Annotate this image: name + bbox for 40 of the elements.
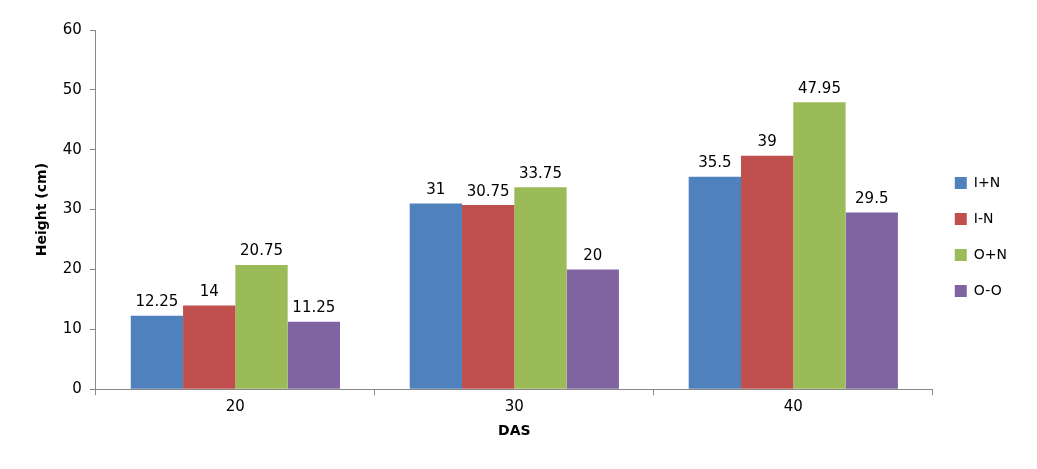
bar	[183, 305, 236, 389]
data-label: 12.25	[135, 292, 179, 311]
legend-label: O-O	[973, 281, 1002, 298]
bar	[793, 102, 846, 389]
data-label: 20	[583, 245, 603, 264]
x-axis-title: DAS	[498, 422, 531, 439]
data-label: 29.5	[855, 188, 889, 207]
y-tick-label: 50	[62, 79, 82, 98]
data-label: 14	[199, 281, 219, 300]
y-axis-title: Height (cm)	[33, 162, 50, 257]
x-tick-label: 30	[504, 397, 524, 416]
bar	[845, 212, 898, 389]
bar	[462, 205, 515, 389]
bar	[287, 321, 340, 389]
bar	[514, 187, 567, 389]
data-label: 35.5	[698, 153, 732, 172]
data-label: 31	[426, 180, 446, 198]
y-tick-label: 60	[62, 19, 82, 38]
x-tick-label: 20	[225, 397, 245, 416]
legend-label: I-N	[973, 209, 994, 226]
data-label: 20.75	[240, 241, 283, 260]
y-tick-label: 20	[62, 259, 82, 278]
y-tick-label: 0	[72, 379, 82, 398]
data-label: 33.75	[519, 163, 562, 182]
bar	[235, 264, 288, 389]
bar	[740, 155, 794, 389]
data-label: 39	[757, 132, 777, 151]
data-label: 30.75	[466, 181, 510, 200]
y-tick-label: 40	[62, 139, 82, 158]
data-label: 11.25	[292, 298, 336, 317]
y-tick-label: 10	[62, 319, 82, 338]
bar	[688, 176, 741, 389]
legend-label: I+N	[973, 173, 1001, 190]
y-tick-label: 30	[62, 199, 82, 218]
x-tick-label: 40	[783, 397, 803, 416]
bar	[566, 269, 619, 389]
data-label: 47.95	[797, 78, 841, 97]
bar	[409, 203, 463, 389]
bar	[130, 315, 184, 389]
legend-label: O+N	[973, 245, 1008, 262]
